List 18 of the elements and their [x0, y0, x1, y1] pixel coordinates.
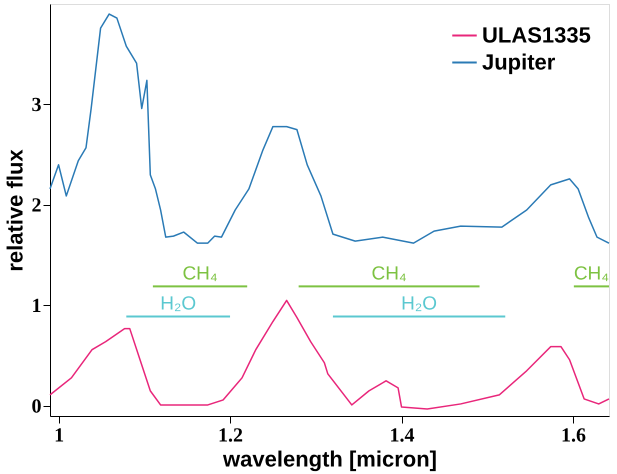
- annotation: H₂O: [401, 294, 438, 315]
- annotation: CH₄: [371, 263, 407, 284]
- y-tick-label: 1: [32, 294, 42, 317]
- y-axis-title: relative flux: [2, 148, 28, 272]
- annotation: CH₄: [574, 263, 610, 284]
- x-tick-label: 1.2: [218, 424, 244, 446]
- legend-label: Jupiter: [482, 50, 556, 74]
- x-tick-label: 1: [54, 424, 64, 446]
- x-axis-title: wavelength [micron]: [222, 446, 437, 472]
- line-series: [49, 13, 610, 244]
- y-tick-label: 3: [32, 94, 42, 116]
- x-tick-label: 1.4: [390, 424, 415, 446]
- annotation: CH₄: [182, 263, 218, 284]
- annotation: H₂O: [160, 294, 196, 315]
- y-tick-label: 2: [32, 194, 42, 216]
- y-tick-label: 0: [32, 395, 42, 418]
- legend-label: ULAS1335: [482, 22, 591, 48]
- x-tick-label: 1.6: [560, 424, 586, 446]
